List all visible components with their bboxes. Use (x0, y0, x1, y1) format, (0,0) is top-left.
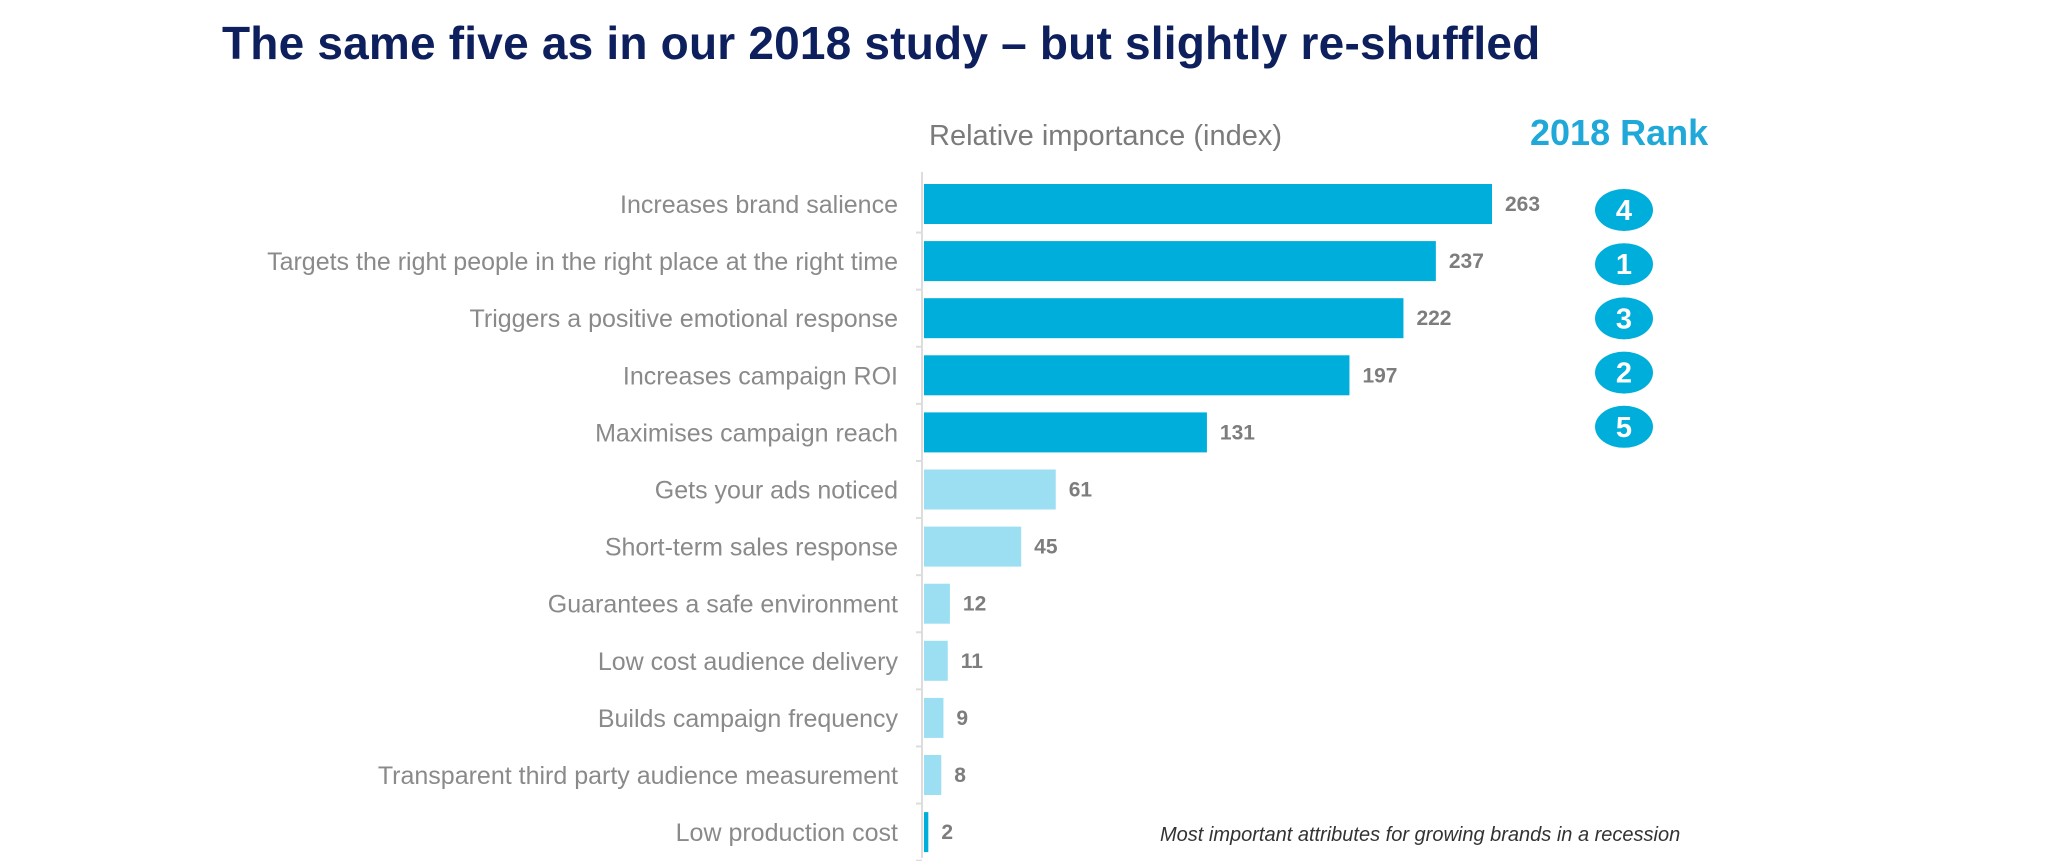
rank-number: 3 (1616, 303, 1632, 335)
rank-number: 5 (1616, 412, 1632, 444)
value-label: 237 (1449, 250, 1484, 273)
rank-number: 2 (1616, 358, 1632, 390)
bar (924, 755, 942, 795)
rank-badge (1595, 297, 1653, 340)
value-label: 45 (1034, 536, 1058, 559)
value-label: 9 (956, 707, 968, 730)
category-label: Low production cost (676, 819, 898, 847)
value-label: 61 (1069, 479, 1093, 502)
value-label: 131 (1220, 421, 1255, 444)
category-label: Maximises campaign reach (595, 419, 898, 447)
value-label: 11 (961, 650, 984, 673)
value-label: 197 (1362, 364, 1397, 387)
category-label: Increases brand salience (620, 191, 898, 219)
footnote: Most important attributes for growing br… (1160, 824, 1681, 846)
rank-badge (1595, 351, 1653, 394)
category-label: Transparent third party audience measure… (378, 762, 898, 790)
category-label: Triggers a positive emotional response (470, 305, 898, 333)
page-title: The same five as in our 2018 study – but… (222, 17, 1541, 69)
value-label: 222 (1416, 307, 1451, 330)
category-label: Targets the right people in the right pl… (267, 248, 898, 276)
axis-caption: Relative importance (index) (929, 120, 1282, 152)
bar (924, 298, 1404, 339)
rank-badge (1595, 243, 1653, 286)
rank-header: 2018 Rank (1530, 112, 1709, 153)
bar (924, 469, 1056, 510)
category-label: Increases campaign ROI (623, 362, 898, 390)
bar (924, 812, 929, 853)
category-label: Builds campaign frequency (598, 705, 899, 733)
category-label: Gets your ads noticed (655, 477, 898, 505)
value-label: 263 (1505, 193, 1540, 216)
bar (924, 583, 950, 624)
category-label: Low cost audience delivery (598, 648, 899, 676)
bar (924, 241, 1436, 282)
value-label: 8 (954, 764, 966, 787)
value-label: 2 (941, 821, 953, 844)
bar (924, 355, 1350, 396)
rank-badge (1595, 405, 1653, 448)
bar (924, 526, 1022, 567)
rank-number: 1 (1616, 249, 1632, 281)
rank-badge (1595, 189, 1653, 231)
category-label: Guarantees a safe environment (548, 591, 898, 619)
bar (924, 412, 1207, 453)
category-label: Short-term sales response (605, 534, 898, 562)
bar (924, 640, 948, 681)
value-label: 12 (963, 593, 986, 616)
rank-number: 4 (1616, 195, 1632, 227)
bar (924, 184, 1492, 224)
bar (924, 697, 944, 738)
